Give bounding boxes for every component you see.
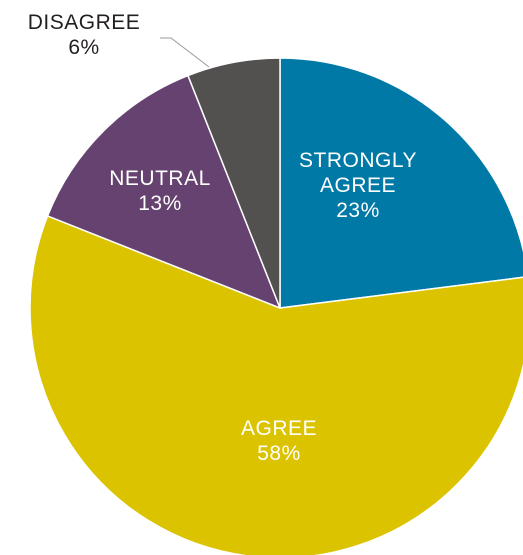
slice-category-label: DISAGREE bbox=[28, 11, 141, 34]
slice-value-label: 23% bbox=[336, 199, 380, 222]
slice-category-label: STRONGLY bbox=[299, 149, 417, 172]
slice-category-label: NEUTRAL bbox=[109, 167, 211, 190]
slice-labels: STRONGLYAGREE23%AGREE58%NEUTRAL13%DISAGR… bbox=[28, 11, 417, 465]
leader-line bbox=[160, 37, 210, 68]
slice-category-label: AGREE bbox=[241, 417, 317, 440]
pie-slice-agree bbox=[29, 215, 523, 555]
leader-lines bbox=[160, 37, 210, 68]
slice-value-label: 13% bbox=[138, 192, 182, 215]
pie-slice-strongly-agree bbox=[279, 57, 523, 309]
pie-slice-neutral bbox=[46, 74, 281, 309]
slice-value-label: 58% bbox=[257, 442, 301, 465]
pie-slice-disagree bbox=[187, 57, 281, 309]
slice-category-label: AGREE bbox=[320, 174, 396, 197]
slice-value-label: 6% bbox=[68, 36, 99, 59]
pie-slices bbox=[29, 57, 523, 555]
